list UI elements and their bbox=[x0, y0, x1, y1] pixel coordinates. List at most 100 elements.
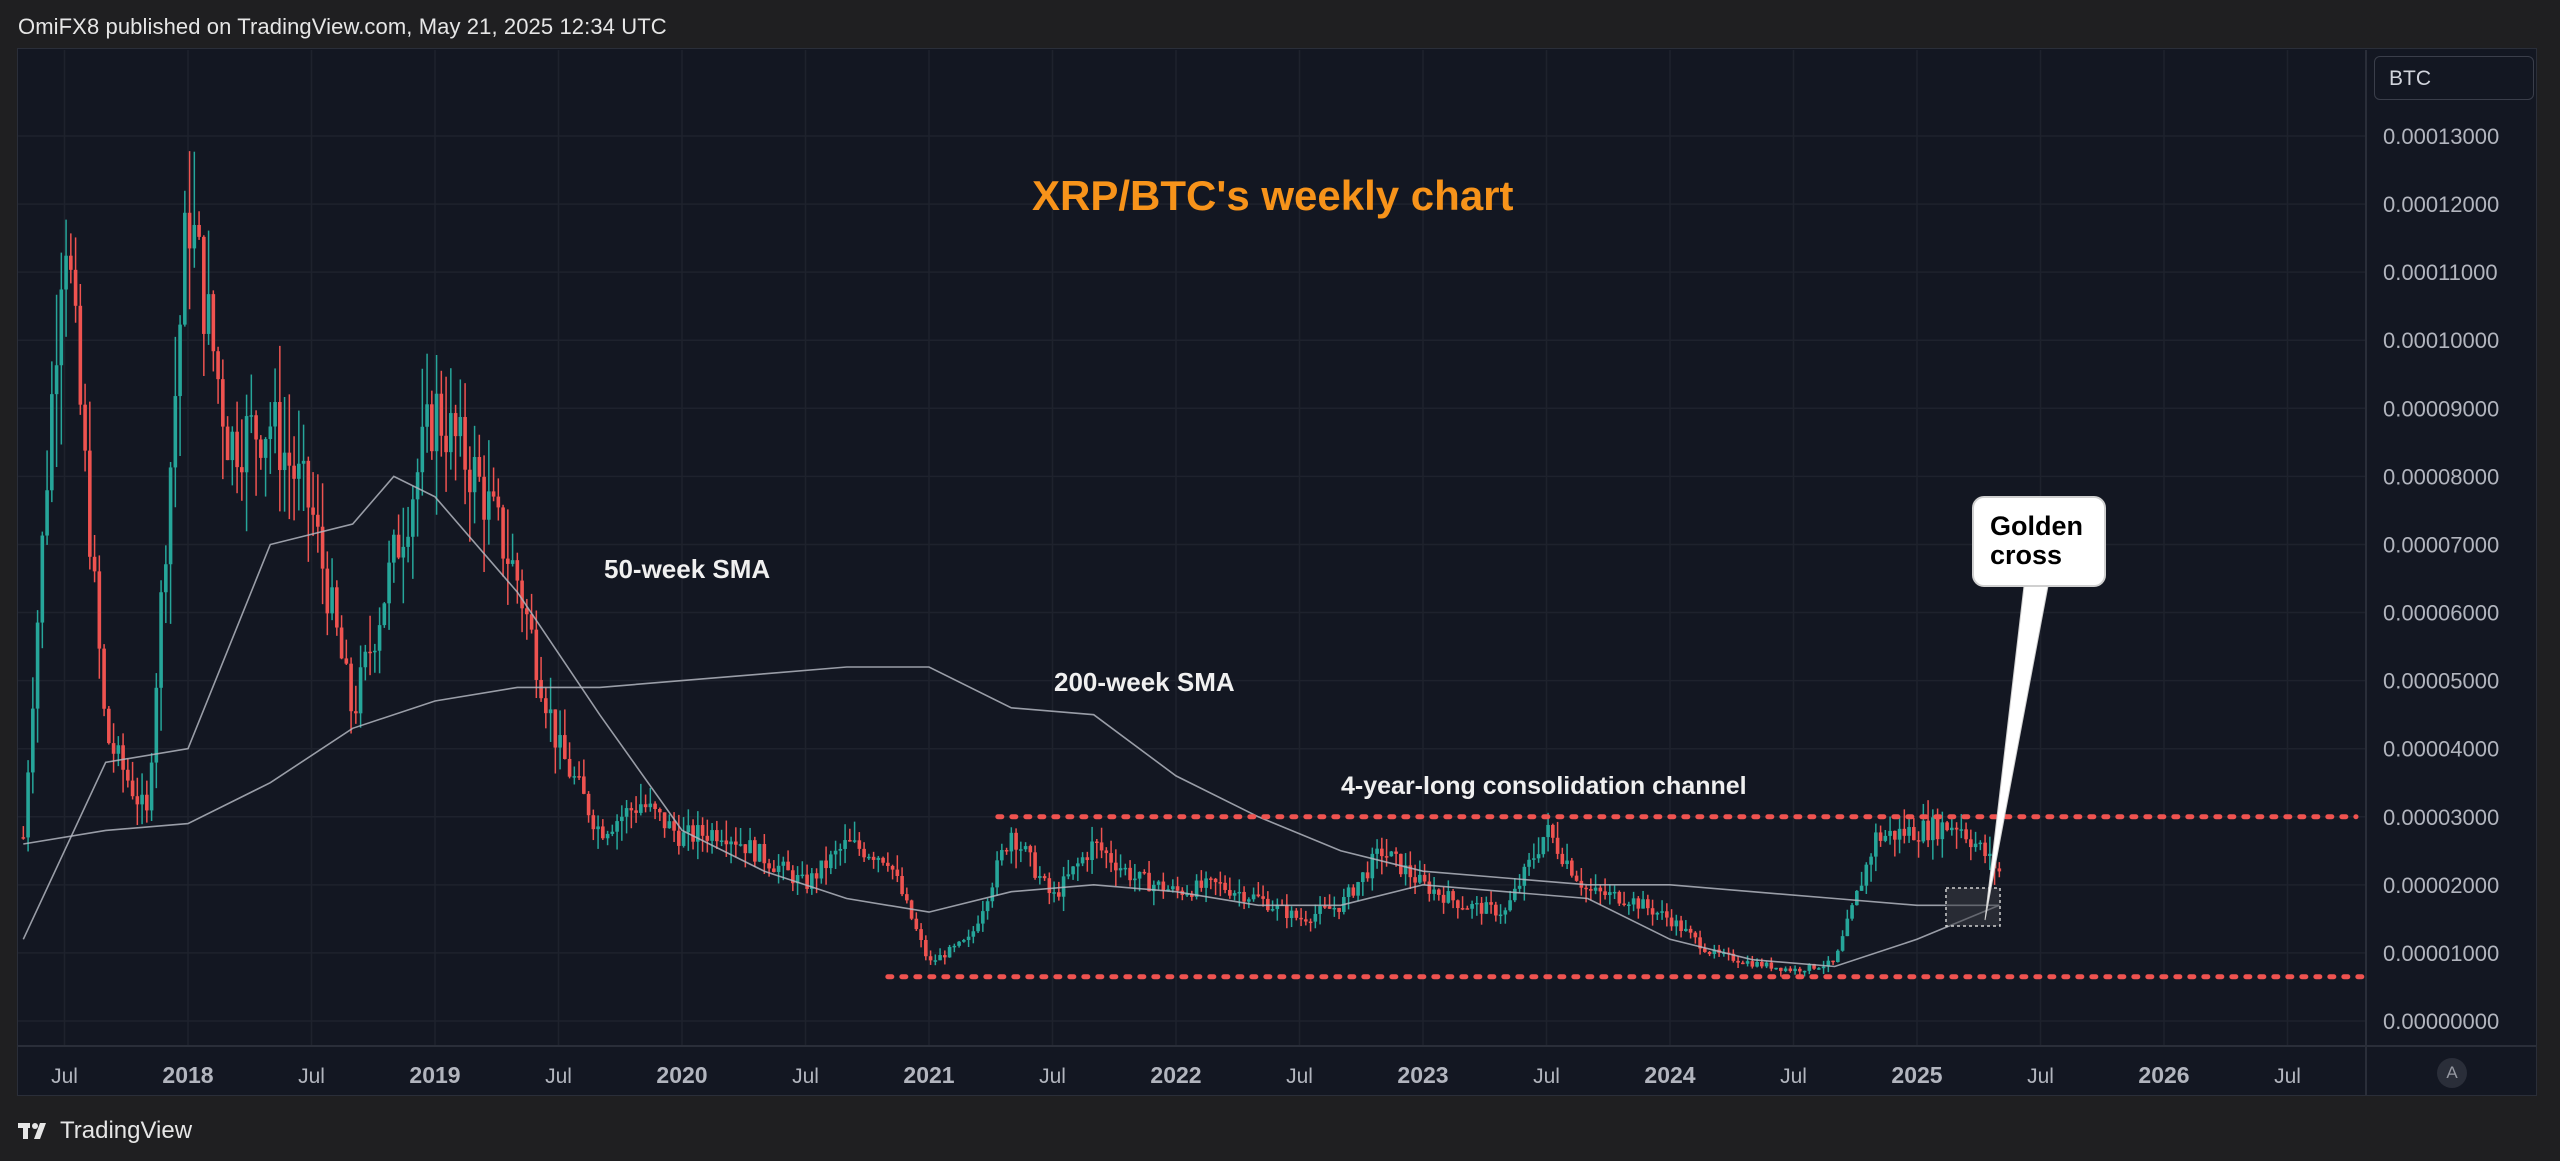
candle-body bbox=[1969, 839, 1973, 848]
candle-body bbox=[187, 212, 192, 249]
candle-body bbox=[259, 439, 263, 458]
candle-body bbox=[297, 463, 301, 479]
candle-body bbox=[358, 667, 363, 714]
candle-body bbox=[1731, 953, 1736, 961]
candle-body bbox=[1071, 866, 1075, 875]
candle-body bbox=[672, 821, 676, 831]
candle-body bbox=[1285, 904, 1289, 919]
candle-body bbox=[311, 507, 315, 515]
tradingview-logo[interactable]: TradingView bbox=[18, 1117, 192, 1145]
candle-body bbox=[1603, 891, 1607, 896]
candle-body bbox=[420, 426, 425, 473]
candle-body bbox=[810, 873, 814, 889]
candle-body bbox=[230, 431, 235, 461]
candle-body bbox=[924, 939, 928, 957]
candle-body bbox=[458, 416, 463, 437]
candle-body bbox=[1308, 921, 1313, 924]
candle-body bbox=[1931, 817, 1935, 841]
candle-body bbox=[933, 960, 938, 962]
candle-body bbox=[202, 236, 206, 334]
channel-label: 4-year-long consolidation channel bbox=[1341, 772, 1747, 800]
candle-body bbox=[696, 825, 700, 842]
candle-body bbox=[335, 587, 339, 628]
chart-area[interactable] bbox=[17, 48, 2537, 1096]
candle-body bbox=[1052, 892, 1056, 894]
y-tick-label: 0.00006000 bbox=[2383, 601, 2499, 626]
candle-body bbox=[183, 212, 187, 325]
candle-body bbox=[1118, 868, 1123, 871]
candle-body bbox=[111, 743, 116, 754]
candle-body bbox=[1432, 889, 1436, 894]
candle-body bbox=[225, 426, 230, 461]
candle-body bbox=[192, 224, 197, 249]
candle-body bbox=[976, 923, 980, 932]
candle-body bbox=[102, 648, 106, 709]
candle-body bbox=[1874, 832, 1878, 857]
candle-body bbox=[833, 850, 838, 855]
candle-body bbox=[1532, 858, 1536, 860]
candle-body bbox=[434, 393, 439, 452]
candle-body bbox=[1817, 968, 1821, 970]
candle-body bbox=[1821, 966, 1826, 969]
candle-body bbox=[1859, 885, 1864, 891]
candle-body bbox=[724, 840, 729, 845]
candle-body bbox=[35, 622, 40, 709]
candle-body bbox=[1009, 832, 1014, 852]
candle-body bbox=[1104, 850, 1109, 854]
currency-selector[interactable]: BTC bbox=[2374, 56, 2534, 100]
candle-body bbox=[520, 580, 524, 609]
candle-body bbox=[1517, 885, 1522, 889]
candle-body bbox=[1346, 887, 1351, 897]
candle-body bbox=[1394, 851, 1398, 854]
candle-body bbox=[1299, 917, 1303, 920]
candle-body bbox=[1085, 857, 1090, 861]
candle-body bbox=[871, 856, 876, 860]
candle-body bbox=[1318, 906, 1322, 914]
candle-body bbox=[73, 269, 78, 306]
candle-body bbox=[748, 840, 752, 854]
candle-body bbox=[392, 534, 396, 563]
candle-body bbox=[1270, 909, 1275, 911]
candle-body bbox=[1375, 848, 1379, 854]
candle-body bbox=[1622, 903, 1626, 906]
candle-body bbox=[952, 945, 957, 948]
candle-body bbox=[1555, 837, 1560, 854]
candle-body bbox=[1807, 964, 1812, 971]
candle-body bbox=[1950, 827, 1954, 831]
candle-body bbox=[83, 404, 87, 451]
candle-body bbox=[1703, 948, 1707, 952]
candle-body bbox=[1327, 906, 1332, 909]
candle-body bbox=[1076, 863, 1080, 867]
candle-body bbox=[1589, 889, 1593, 891]
candle-body bbox=[548, 709, 553, 714]
candle-body bbox=[463, 416, 467, 470]
candle-body bbox=[1199, 880, 1204, 888]
auto-scale-button[interactable]: A bbox=[2437, 1058, 2467, 1088]
candle-body bbox=[1114, 862, 1118, 871]
candle-body bbox=[601, 826, 605, 839]
candle-body bbox=[558, 735, 562, 748]
candle-body bbox=[1684, 928, 1688, 932]
candle-body bbox=[88, 450, 92, 557]
candle-body bbox=[1783, 968, 1788, 971]
x-tick-label: 2023 bbox=[1397, 1062, 1448, 1088]
golden-cross-marker bbox=[1945, 887, 2001, 927]
candle-body bbox=[45, 490, 49, 536]
candle-body bbox=[1323, 906, 1327, 908]
candle-body bbox=[482, 476, 486, 520]
x-tick-label: Jul bbox=[1039, 1065, 1066, 1088]
candle-body bbox=[373, 650, 377, 653]
candle-body bbox=[1090, 841, 1094, 861]
candle-body bbox=[1389, 851, 1394, 857]
candle-body bbox=[339, 627, 344, 659]
candle-body bbox=[1736, 960, 1740, 963]
callout-pointer bbox=[1984, 585, 2049, 921]
candle-body bbox=[472, 456, 477, 493]
candle-body bbox=[719, 840, 724, 842]
candle-body bbox=[781, 861, 786, 866]
candle-body bbox=[1997, 868, 2002, 872]
candle-body bbox=[1142, 871, 1147, 874]
candle-body bbox=[1907, 827, 1911, 836]
candle-body bbox=[1926, 820, 1930, 841]
